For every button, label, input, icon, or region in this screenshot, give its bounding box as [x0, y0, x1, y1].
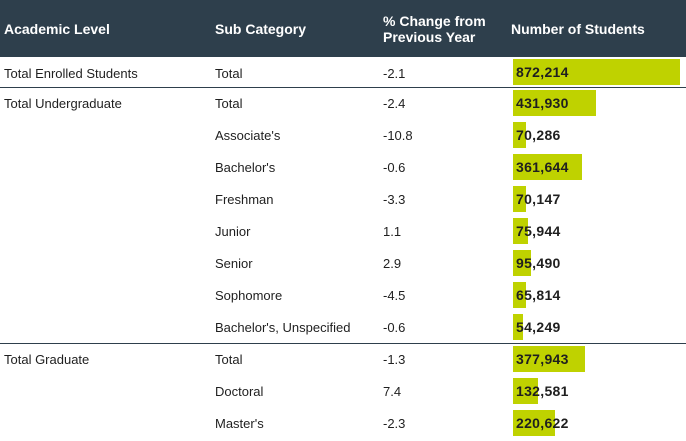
cell-percent-change: -0.6: [383, 159, 406, 175]
table-row: Total Graduate Total -1.3 377,943: [0, 343, 686, 375]
table-row: Doctoral 7.4 132,581: [0, 375, 686, 407]
cell-percent-change: -2.3: [383, 415, 406, 431]
students-bar: [513, 122, 526, 148]
cell-percent-change: -2.4: [383, 95, 406, 111]
cell-sub-category: Bachelor's, Unspecified: [215, 319, 351, 335]
header-academic-level[interactable]: Academic Level: [4, 20, 110, 37]
cell-percent-change: -10.8: [383, 127, 413, 143]
cell-sub-category: Total: [215, 65, 243, 81]
students-bar: [513, 282, 526, 308]
cell-number-of-students: 70,286: [516, 127, 561, 143]
students-bar: [513, 314, 523, 340]
table-row: Freshman -3.3 70,147: [0, 183, 686, 215]
cell-sub-category: Junior: [215, 223, 251, 239]
cell-number-of-students: 65,814: [516, 287, 561, 303]
cell-sub-category: Bachelor's: [215, 159, 276, 175]
students-bar: [513, 59, 680, 85]
table-row: Associate's -10.8 70,286: [0, 119, 686, 151]
students-bar: [513, 186, 526, 212]
students-bar: [513, 218, 528, 244]
cell-sub-category: Senior: [215, 255, 253, 271]
cell-percent-change: -1.3: [383, 351, 406, 367]
cell-sub-category: Master's: [215, 415, 264, 431]
cell-sub-category: Total: [215, 351, 243, 367]
group-divider: [0, 87, 686, 88]
cell-percent-change: 2.9: [383, 255, 402, 271]
cell-sub-category: Sophomore: [215, 287, 283, 303]
header-number-of-students[interactable]: Number of Students: [511, 20, 645, 37]
cell-sub-category: Doctoral: [215, 383, 264, 399]
cell-number-of-students: 872,214: [516, 64, 569, 80]
header-percent-change-line1: % Change from: [383, 12, 486, 29]
cell-percent-change: -2.1: [383, 65, 406, 81]
students-bar: [513, 378, 538, 404]
table-body: Total Enrolled Students Total -2.1 872,214 T…: [0, 57, 686, 439]
students-bar: [513, 410, 555, 436]
table-row: Sophomore -4.5 65,814: [0, 279, 686, 311]
cell-sub-category: Associate's: [215, 127, 281, 143]
group-divider: [0, 343, 686, 344]
table-row: Total Enrolled Students Total -2.1 872,214: [0, 57, 686, 87]
table-row: Bachelor's, Unspecified -0.6 54,249: [0, 311, 686, 343]
students-bar: [513, 90, 596, 116]
cell-number-of-students: 377,943: [516, 351, 569, 367]
header-percent-change[interactable]: % Change from Previous Year: [383, 0, 486, 57]
cell-academic-level: Total Graduate: [4, 351, 90, 367]
table-row: Total Undergraduate Total -2.4 431,930: [0, 87, 686, 119]
cell-percent-change: 1.1: [383, 223, 402, 239]
header-sub-category[interactable]: Sub Category: [215, 20, 307, 37]
cell-percent-change: -4.5: [383, 287, 406, 303]
students-bar: [513, 250, 531, 276]
cell-number-of-students: 70,147: [516, 191, 561, 207]
table-header: Academic Level Sub Category % Change fro…: [0, 0, 686, 57]
table-row: Junior 1.1 75,944: [0, 215, 686, 247]
header-percent-change-line2: Previous Year: [383, 28, 476, 45]
cell-academic-level: Total Enrolled Students: [4, 65, 138, 81]
table-row: Bachelor's -0.6 361,644: [0, 151, 686, 183]
students-bar: [513, 346, 585, 372]
table-row: Senior 2.9 95,490: [0, 247, 686, 279]
cell-sub-category: Freshman: [215, 191, 274, 207]
cell-number-of-students: 220,622: [516, 415, 569, 431]
cell-number-of-students: 54,249: [516, 319, 561, 335]
cell-sub-category: Total: [215, 95, 243, 111]
cell-percent-change: -3.3: [383, 191, 406, 207]
cell-number-of-students: 95,490: [516, 255, 561, 271]
cell-number-of-students: 361,644: [516, 159, 569, 175]
cell-number-of-students: 75,944: [516, 223, 561, 239]
students-bar: [513, 154, 582, 180]
cell-percent-change: -0.6: [383, 319, 406, 335]
cell-percent-change: 7.4: [383, 383, 402, 399]
cell-number-of-students: 431,930: [516, 95, 569, 111]
cell-number-of-students: 132,581: [516, 383, 569, 399]
cell-academic-level: Total Undergraduate: [4, 95, 122, 111]
table-row: Master's -2.3 220,622: [0, 407, 686, 439]
